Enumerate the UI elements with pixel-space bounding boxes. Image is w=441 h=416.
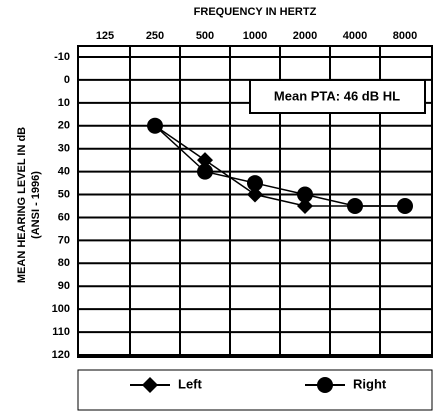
x-tick-label: 2000 [293,30,317,42]
marker [297,198,313,214]
annotation: Mean PTA: 46 dB HL [274,88,400,103]
annotation-box [249,79,426,114]
x-tick-label: 1000 [243,30,267,42]
x-tick-label: 125 [96,30,114,42]
x-tick-label: 250 [146,30,164,42]
x-tick-label: 500 [196,30,214,42]
series-line [154,125,405,207]
x-tick-label: 8000 [393,30,417,42]
y-tick-label: 80 [58,257,70,269]
marker [197,163,213,180]
marker [347,198,363,214]
chart-title: FREQUENCY IN HERTZ [194,6,317,18]
marker [317,377,333,393]
marker [247,186,263,203]
marker [397,198,413,214]
legend-label: Right [353,376,387,391]
y-tick-label: 0 [64,74,70,86]
legend-label: Left [178,376,203,391]
y-tick-label: 50 [58,188,70,200]
y-tick-label: 100 [52,303,70,315]
x-tick-label: 4000 [343,30,367,42]
legend-box [77,369,433,411]
y-tick-label: 30 [58,143,70,155]
y-tick-label: -10 [54,51,70,63]
y-tick-label: 120 [52,349,70,361]
y-tick-label: 20 [58,120,70,132]
marker [197,152,213,169]
marker [247,175,263,192]
y-axis-label: (ANSI - 1996) [30,171,42,239]
y-tick-label: 110 [52,326,70,338]
y-tick-label: 60 [58,211,70,223]
marker [142,377,158,393]
y-tick-label: 90 [58,280,70,292]
marker [297,186,313,203]
marker [147,117,163,134]
y-tick-label: 10 [58,97,70,109]
plot-frame [77,45,433,358]
y-axis-label: MEAN HEARING LEVEL IN dB [16,127,28,283]
y-tick-label: 40 [58,166,70,178]
y-tick-label: 70 [58,234,70,246]
